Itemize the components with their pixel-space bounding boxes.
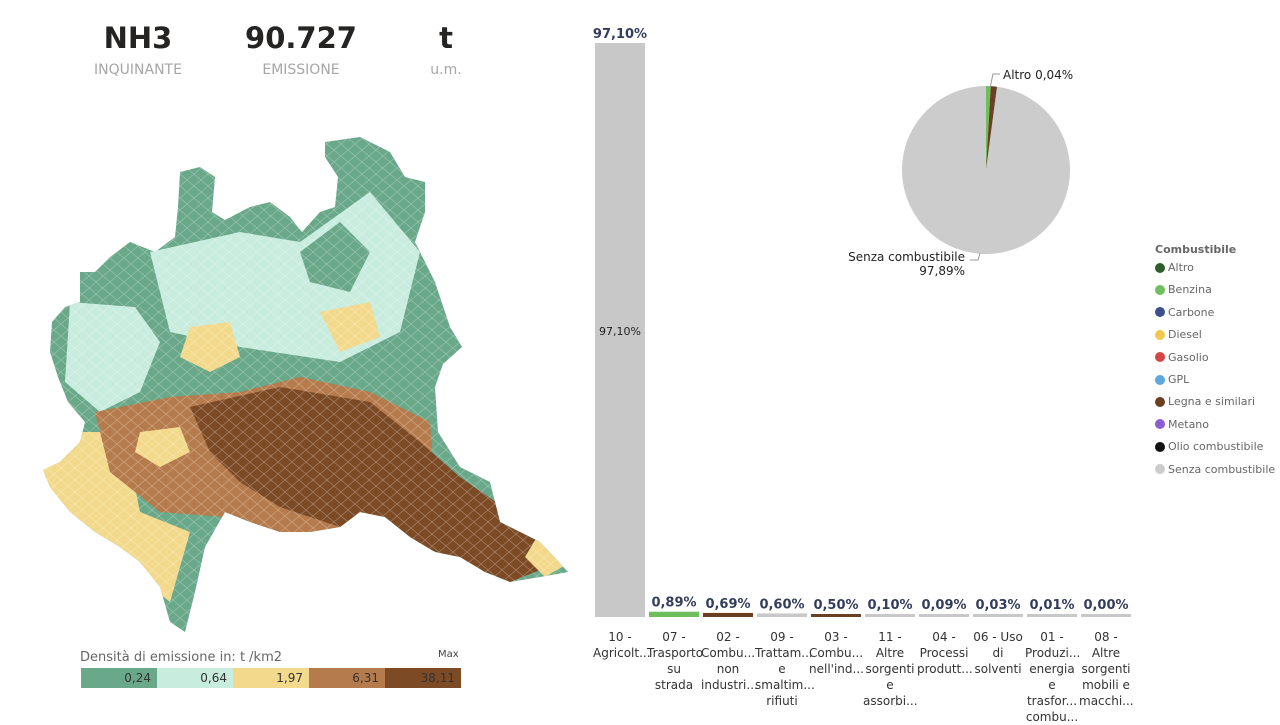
map-legend-max: Max (438, 649, 459, 660)
legend-dot-icon (1155, 374, 1165, 385)
fuel-legend-label: Olio combustibile (1168, 440, 1264, 454)
bar-value-label-2: 0,89% (651, 596, 696, 611)
fuel-legend-item-gpl[interactable]: GPL (1155, 373, 1189, 386)
legend-dot-icon (1155, 262, 1165, 273)
bar-8[interactable] (973, 614, 1023, 617)
fuel-legend-label: Senza combustibile (1168, 462, 1276, 476)
bar-category-4: 09 - Trattam... e smaltim... rifiuti (755, 630, 815, 708)
legend-dot-icon (1155, 329, 1165, 340)
kpi-unit-value: t (439, 21, 453, 55)
kpi-pollutant: NH3 INQUINANTE (68, 18, 208, 78)
fuel-legend-label: Altro (1168, 261, 1194, 274)
bar-value-label-9: 0,01% (1029, 598, 1074, 613)
fuel-legend-label: Benzina (1168, 283, 1212, 297)
bar-7[interactable] (919, 614, 969, 617)
fuel-legend-item-metano[interactable]: Metano (1155, 418, 1209, 431)
fuel-legend-item-gasolio[interactable]: Gasolio (1155, 351, 1209, 364)
bar-inner-label: 97,10% (599, 325, 641, 338)
bar-4[interactable] (757, 613, 807, 617)
pie-label-senza-pct: 97,89% (919, 264, 965, 278)
fuel-legend-label: Legna e similari (1168, 395, 1256, 409)
bar-category-7: 04 - Processi produtt... (917, 630, 973, 676)
bar-category-8: 06 - Uso di solventi (973, 630, 1023, 676)
legend-class-3: 1,97 (233, 668, 309, 688)
bar-value-label-8: 0,03% (975, 598, 1020, 613)
fuel-legend-label: Gasolio (1168, 350, 1209, 364)
pie-slice-altro[interactable] (986, 86, 998, 170)
pie-slice-benzina[interactable] (986, 86, 991, 170)
kpi-emission-label: EMISSIONE (262, 62, 340, 78)
fuel-legend-item-altro[interactable]: Altro (1155, 261, 1194, 274)
fuel-legend-label: GPL (1168, 373, 1190, 386)
map-regions (43, 137, 568, 632)
bar-3[interactable] (703, 612, 753, 617)
bar-10[interactable] (1081, 614, 1131, 617)
fuel-legend-label: Diesel (1168, 328, 1202, 342)
bar-2[interactable] (649, 611, 699, 617)
legend-dot-icon (1155, 307, 1165, 318)
kpi-emission: 90.727 EMISSIONE (231, 18, 371, 78)
bar-value-label-1: 97,10% (593, 27, 647, 42)
bar-category-5: 03 - Combu... nell'ind... (809, 630, 864, 676)
bar-value-label-10: 0,00% (1083, 598, 1128, 613)
fuel-legend-title: Combustibile (1155, 243, 1237, 256)
bar-value-label-7: 0,09% (921, 598, 966, 613)
legend-class-1: 0,24 (81, 668, 157, 688)
pie-leader-senza (970, 252, 981, 261)
legend-dot-icon (1155, 284, 1165, 295)
legend-dot-icon (1155, 441, 1165, 452)
bar-value-label-6: 0,10% (867, 598, 912, 613)
legend-class-5: 38,11 (385, 668, 461, 688)
fuel-legend-item-olio-combustibile[interactable]: Olio combustibile (1155, 440, 1263, 453)
fuel-legend-label: Carbone (1168, 305, 1215, 319)
bar-value-label-3: 0,69% (705, 597, 750, 612)
legend-dot-icon (1155, 396, 1165, 407)
bar-6[interactable] (865, 614, 915, 617)
map-legend-title: Densità di emissione in: t /km2 (80, 650, 283, 665)
bar-value-label-4: 0,60% (759, 597, 804, 612)
fuel-legend-item-legna-e-similari[interactable]: Legna e similari (1155, 395, 1255, 408)
legend-dot-icon (1155, 464, 1165, 475)
fuel-legend-item-carbone[interactable]: Carbone (1155, 306, 1214, 319)
kpi-unit-label: u.m. (430, 62, 462, 78)
pie-label-senza: Senza combustibile (848, 250, 965, 264)
bar-category-1: 10 - Agricolt... (593, 630, 651, 660)
bar-5[interactable] (811, 614, 861, 617)
kpi-pollutant-label: INQUINANTE (94, 62, 182, 78)
pie-leader-altro (989, 73, 1000, 89)
sector-bar-chart[interactable]: 97,10% 0,89% 0,69% 0,60% 0,50% 0,10% 0,09% 0,03… (585, 18, 1145, 623)
legend-dot-icon (1155, 419, 1165, 430)
map-legend-scale: 0,24 0,64 1,97 6,31 38,11 (81, 668, 461, 688)
municipality-borders (43, 137, 568, 632)
fuel-legend-label: Metano (1168, 417, 1210, 431)
bar-category-2: 07 - Trasporto su strada (647, 630, 704, 692)
legend-class-4: 6,31 (309, 668, 385, 688)
pie-label-altro: Altro 0,04% (1003, 68, 1073, 82)
bar-category-6: 11 - Altre sorgenti e assorbi... (863, 630, 918, 708)
fuel-legend-item-senza-combustibile[interactable]: Senza combustibile (1155, 463, 1275, 476)
legend-dot-icon (1155, 352, 1165, 363)
bar-category-9: 01 - Produzi... energia e trasfor... com… (1025, 630, 1081, 724)
pie-slice-legna-e-similari[interactable] (986, 86, 997, 170)
fuel-legend-item-diesel[interactable]: Diesel (1155, 328, 1202, 341)
bar-9[interactable] (1027, 614, 1077, 617)
fuel-legend-item-benzina[interactable]: Benzina (1155, 283, 1212, 296)
kpi-pollutant-value: NH3 (103, 21, 173, 55)
bar-category-3: 02 - Combu... non industri... (701, 630, 758, 692)
lombardy-choropleth-map[interactable] (40, 132, 580, 647)
bar-1[interactable] (595, 43, 645, 617)
kpi-unit: t u.m. (376, 18, 516, 78)
bar-value-label-5: 0,50% (813, 598, 858, 613)
bar-category-10: 08 - Altre sorgenti mobili e macchi... (1079, 630, 1134, 708)
legend-class-2: 0,64 (157, 668, 233, 688)
kpi-emission-value: 90.727 (245, 21, 357, 55)
